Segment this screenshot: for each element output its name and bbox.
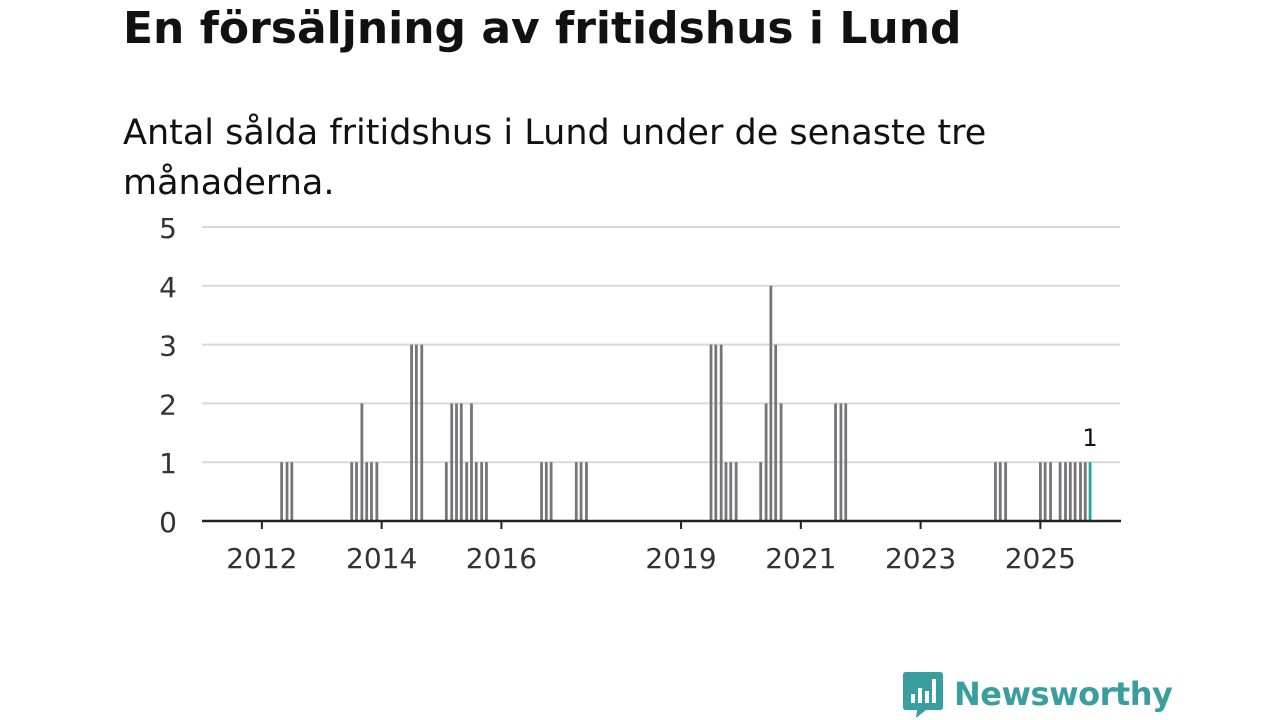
y-tick-label: 0 — [159, 506, 177, 539]
bar — [1083, 462, 1087, 521]
bar — [455, 403, 458, 521]
brand-name: Newsworthy — [954, 675, 1173, 713]
bar-highlighted — [1088, 462, 1092, 521]
bar — [444, 462, 448, 521]
bar — [724, 462, 728, 521]
bar — [839, 403, 843, 521]
bar — [994, 462, 997, 521]
bar — [1079, 462, 1082, 521]
x-tick-label: 2012 — [226, 542, 297, 575]
bar — [470, 403, 473, 521]
chart-subtitle: Antal sålda fritidshus i Lund under de s… — [123, 113, 987, 203]
bar — [485, 462, 488, 521]
bar — [474, 462, 478, 521]
bar-chart: 0 1 2 3 4 5 2012 2014 2016 2019 2021 2023 2025 1 — [159, 212, 1121, 575]
bar — [844, 403, 848, 521]
bar — [574, 462, 578, 521]
bar — [779, 403, 783, 521]
y-tick-label: 1 — [159, 447, 177, 480]
bar — [459, 403, 463, 521]
x-tick-label: 2023 — [885, 542, 956, 575]
newsworthy-chart-bubble-icon — [903, 672, 943, 718]
bar — [709, 344, 713, 521]
bar — [769, 285, 773, 521]
y-tick-label: 3 — [159, 330, 177, 363]
bar — [1058, 462, 1062, 521]
bar — [714, 344, 718, 521]
x-tick-label: 2016 — [466, 542, 537, 575]
bar — [544, 462, 548, 521]
bar — [375, 462, 379, 521]
bar — [579, 462, 583, 521]
bar — [834, 403, 837, 521]
x-tick-label: 2021 — [765, 542, 836, 575]
y-tick-label: 4 — [159, 271, 177, 304]
bar — [540, 462, 543, 521]
bar — [290, 462, 294, 521]
bar — [585, 462, 588, 521]
bar — [764, 403, 768, 521]
bar — [734, 462, 738, 521]
bar — [774, 344, 778, 521]
data-label: 1 — [1082, 424, 1097, 452]
bar — [414, 344, 418, 521]
bar — [549, 462, 553, 521]
bar — [719, 344, 723, 521]
bar — [1049, 462, 1052, 521]
bar — [1073, 462, 1077, 521]
newsworthy-logo[interactable]: Newsworthy — [902, 670, 1173, 718]
bar — [285, 462, 289, 521]
bar — [350, 462, 354, 521]
bar — [280, 462, 284, 521]
bar — [480, 462, 484, 521]
y-tick-label: 2 — [159, 388, 177, 421]
bar — [450, 403, 454, 521]
bar — [729, 462, 733, 521]
x-tick-label: 2019 — [645, 542, 716, 575]
bar — [360, 403, 364, 521]
bar — [1068, 462, 1072, 521]
y-tick-label: 5 — [159, 212, 177, 245]
bar — [1043, 462, 1047, 521]
bar — [1038, 462, 1042, 521]
bar — [365, 462, 369, 521]
bar — [355, 462, 358, 521]
x-tick-label: 2014 — [346, 542, 417, 575]
bar — [370, 462, 373, 521]
bar — [998, 462, 1002, 521]
bar — [420, 344, 424, 521]
chart-title: En försäljning av fritidshus i Lund — [123, 3, 962, 54]
bar — [465, 462, 469, 521]
bar — [1004, 462, 1008, 521]
x-tick-label: 2025 — [1005, 542, 1076, 575]
bar — [759, 462, 763, 521]
bar — [410, 344, 413, 521]
bar — [1064, 462, 1067, 521]
